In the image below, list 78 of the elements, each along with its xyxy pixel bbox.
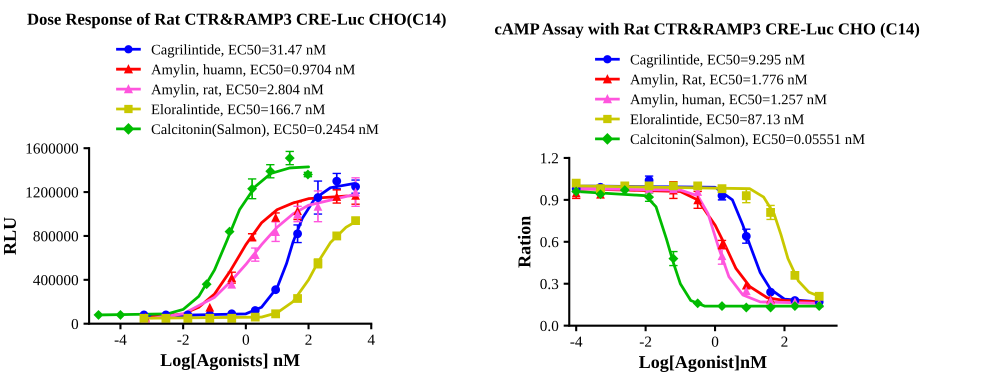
y-tick-label: 1200000 bbox=[26, 187, 78, 198]
x-tick-label: 2 bbox=[781, 336, 788, 347]
point bbox=[284, 153, 295, 164]
point bbox=[351, 188, 360, 196]
y-axis-title: Ration bbox=[518, 216, 531, 268]
point bbox=[742, 232, 751, 241]
x-axis-title: Log[Agonist]nM bbox=[639, 355, 767, 372]
point bbox=[693, 182, 702, 190]
legend-label: Amylin, rat, EC50=2.804 nM bbox=[151, 84, 324, 98]
y-tick-label: 0.3 bbox=[540, 278, 558, 290]
point bbox=[293, 229, 302, 238]
legend-label: Amylin, human, EC50=1.257 nM bbox=[630, 94, 827, 108]
point bbox=[766, 208, 775, 217]
point bbox=[205, 302, 214, 312]
point bbox=[351, 182, 360, 191]
legend-label: Cagrilintide, EC50=31.47 nM bbox=[152, 44, 326, 58]
y-tick-label: 0 bbox=[72, 318, 78, 330]
point bbox=[351, 216, 360, 225]
x-tick-label: 0 bbox=[712, 336, 718, 347]
legend-label: Eloralintide, EC50=87.13 nM bbox=[630, 114, 804, 126]
y-tick-label: 0.9 bbox=[540, 195, 558, 206]
point bbox=[227, 314, 236, 323]
legend-label: Calcitonin(Salmon), EC50=0.2454 nM bbox=[152, 124, 378, 138]
point bbox=[741, 302, 752, 312]
point bbox=[183, 314, 192, 323]
chart-title: cAMP Assay with Rat CTR&RAMP3 CRE-Luc CHO (C14) bbox=[494, 22, 920, 38]
point bbox=[162, 314, 170, 323]
point bbox=[115, 310, 126, 320]
y-tick-label: 400000 bbox=[33, 274, 78, 286]
legend-label: Amylin, Rat, EC50=1.776 nM bbox=[630, 74, 808, 88]
point bbox=[94, 310, 104, 320]
point bbox=[668, 254, 678, 264]
point bbox=[227, 280, 236, 289]
point bbox=[814, 292, 824, 301]
point bbox=[766, 288, 775, 296]
point bbox=[314, 193, 322, 202]
point bbox=[644, 182, 654, 190]
x-tick-label: 0 bbox=[242, 334, 250, 345]
point bbox=[814, 301, 824, 312]
point bbox=[271, 285, 280, 294]
point bbox=[766, 302, 776, 312]
y-tick-label: 800000 bbox=[33, 231, 78, 242]
point bbox=[224, 226, 235, 237]
point bbox=[718, 184, 726, 194]
x-tick-label: -2 bbox=[177, 334, 189, 345]
point bbox=[332, 176, 342, 186]
chart-title: Dose Response of Rat CTR&RAMP3 CRE-Luc CHO(C14) bbox=[27, 12, 446, 28]
x-tick-label: 4 bbox=[368, 334, 375, 345]
point bbox=[669, 182, 678, 190]
legend-label: Eloralintide, EC50=166.7 nM bbox=[151, 104, 325, 116]
point bbox=[293, 210, 302, 218]
y-tick-label: 1.2 bbox=[541, 153, 558, 164]
y-tick-label: 0.6 bbox=[540, 236, 558, 248]
y-tick-label: 1600000 bbox=[26, 143, 78, 154]
point bbox=[250, 312, 260, 322]
x-tick-label: -4 bbox=[570, 336, 582, 347]
point bbox=[293, 294, 302, 303]
point bbox=[247, 184, 258, 194]
x-tick-label: 2 bbox=[305, 334, 312, 345]
legend-label: Amylin, huamn, EC50=0.9704 nM bbox=[151, 64, 355, 78]
point bbox=[271, 309, 280, 318]
y-axis-title: RLU bbox=[4, 217, 16, 255]
x-tick-label: -2 bbox=[640, 336, 652, 347]
legend-label: Calcitonin(Salmon), EC50=0.05551 nM bbox=[630, 134, 865, 148]
x-axis-title: Log[Agonists] nM bbox=[160, 354, 300, 370]
point bbox=[790, 270, 800, 280]
point bbox=[202, 279, 212, 290]
point bbox=[692, 298, 703, 308]
y-tick-label: 0.0 bbox=[540, 320, 558, 332]
point bbox=[265, 166, 276, 176]
point bbox=[717, 301, 727, 312]
point bbox=[742, 191, 751, 200]
point bbox=[205, 314, 214, 323]
point bbox=[790, 301, 800, 312]
point bbox=[572, 178, 581, 188]
point bbox=[332, 232, 342, 240]
legend-label: Cagrilintide, EC50=9.295 nM bbox=[630, 54, 805, 68]
x-tick-label: -4 bbox=[114, 334, 127, 345]
